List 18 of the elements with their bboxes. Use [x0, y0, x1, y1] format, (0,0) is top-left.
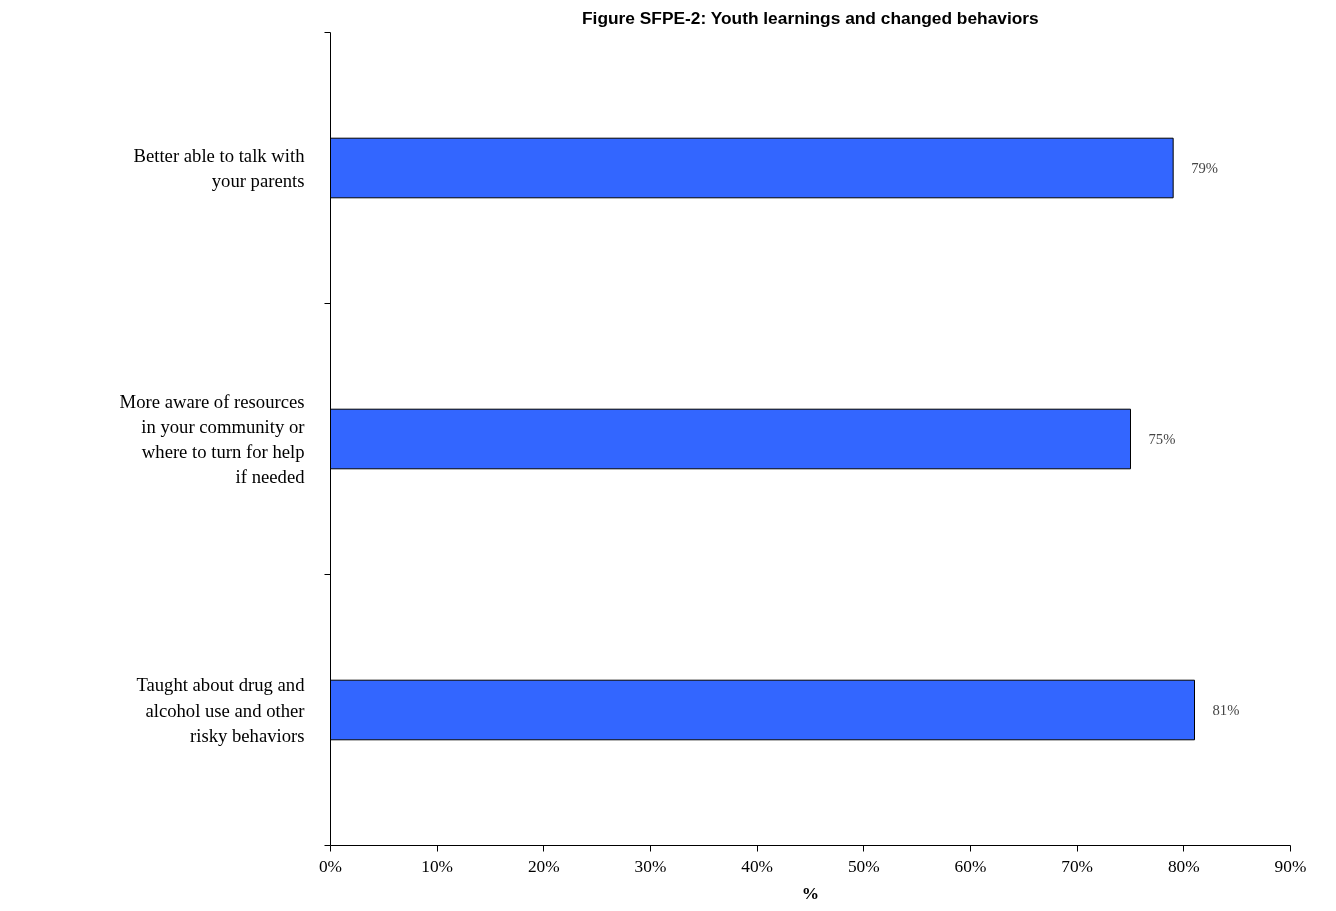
- y-tick-label: Better able to talk with your parents: [133, 144, 306, 192]
- x-tick-label: 20%: [527, 856, 560, 876]
- data-label: 79%: [1191, 160, 1219, 176]
- x-tick-label: 30%: [634, 856, 667, 876]
- x-axis-title: %: [801, 883, 820, 903]
- x-tick-label: 50%: [847, 856, 880, 876]
- x-tick-label: 80%: [1167, 856, 1200, 876]
- x-tick-label: 90%: [1274, 856, 1307, 876]
- x-tick-label: 10%: [421, 856, 454, 876]
- chart-title: Figure SFPE-2: Youth learnings and changed behaviors: [581, 7, 1039, 28]
- x-tick-label: 60%: [954, 856, 987, 876]
- x-tick-label: 40%: [741, 856, 774, 876]
- y-tick-label: More aware of resources in your community or where to turn for help if needed: [119, 390, 306, 488]
- x-tick-label: 70%: [1061, 856, 1094, 876]
- data-label: 81%: [1212, 702, 1240, 718]
- data-label: 75%: [1148, 431, 1176, 447]
- x-tick-label: 0%: [318, 856, 343, 876]
- y-tick-label: Taught about drug and alcohol use and other risky behaviors: [136, 674, 306, 746]
